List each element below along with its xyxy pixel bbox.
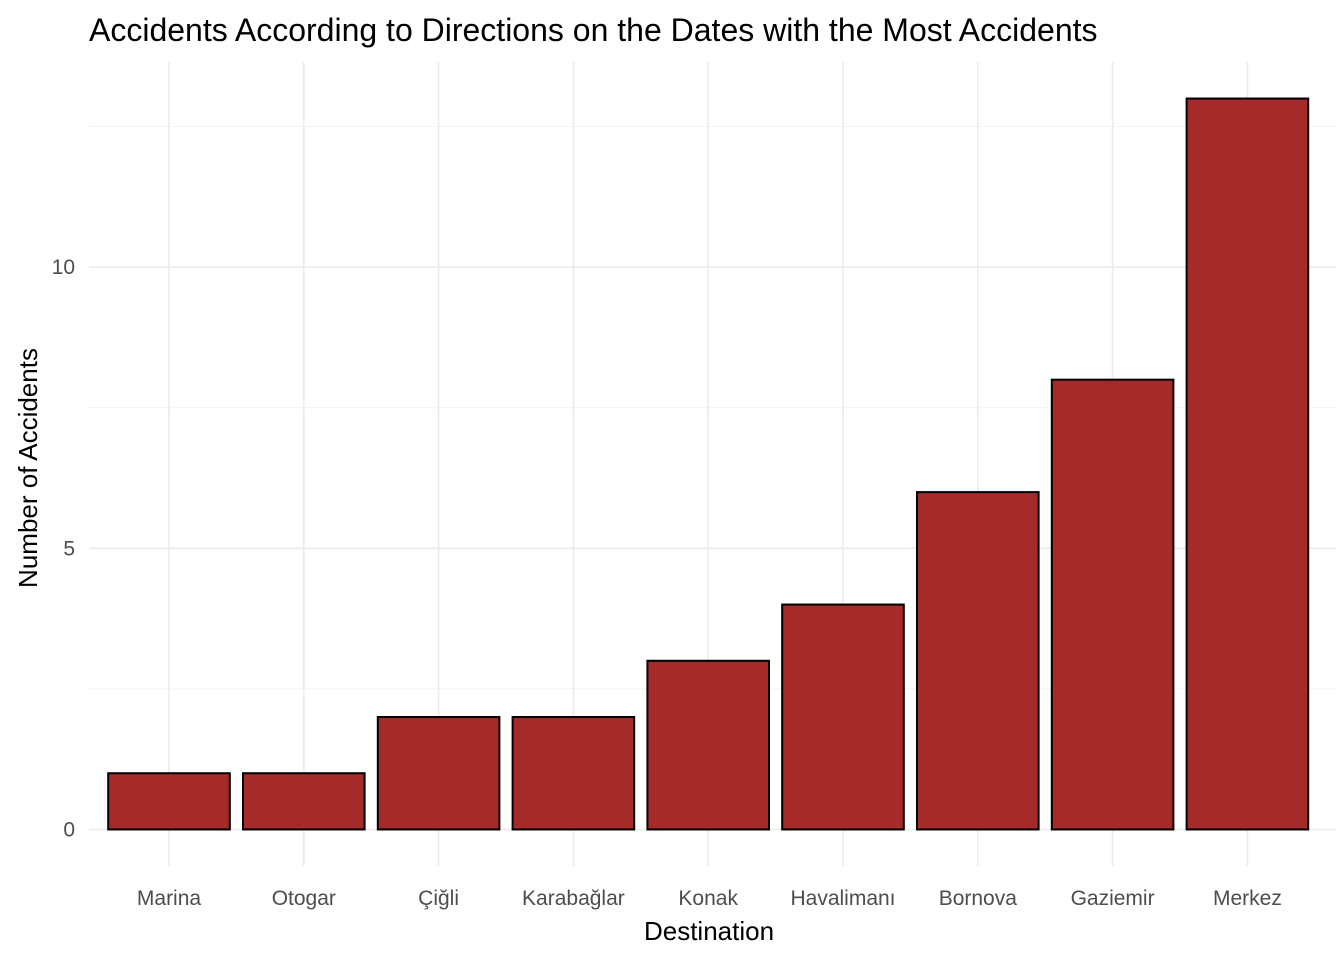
y-tick-label: 5 <box>63 537 75 560</box>
bar-marina <box>107 772 231 831</box>
y-tick-labels: 0 5 10 <box>52 256 75 841</box>
x-tick-label: Konak <box>678 887 738 910</box>
bar-otogar <box>242 772 366 831</box>
bar-gaziemir <box>1050 378 1175 831</box>
x-tick-label: Bornova <box>939 887 1018 910</box>
x-axis-title: Destination <box>644 916 774 946</box>
bar-bornova <box>916 491 1040 831</box>
chart-title: Accidents According to Directions on the… <box>89 12 1098 48</box>
y-tick-label: 0 <box>63 818 75 841</box>
x-tick-label: Karabağlar <box>522 887 625 910</box>
bars <box>107 97 1310 831</box>
x-tick-label: Çiğli <box>418 887 459 910</box>
bar-havalimanı <box>781 603 905 831</box>
x-tick-label: Havalimanı <box>790 887 895 910</box>
bar-çiğli <box>376 716 501 831</box>
x-tick-label: Gaziemir <box>1071 887 1155 910</box>
bar-karabağlar <box>511 716 636 831</box>
x-tick-label: Merkez <box>1213 887 1282 910</box>
bar-merkez <box>1185 97 1310 831</box>
x-tick-label: Marina <box>137 887 202 910</box>
x-tick-label: Otogar <box>272 887 336 910</box>
y-axis-title: Number of Accidents <box>13 348 43 588</box>
bar-konak <box>646 659 771 831</box>
x-tick-labels: Marina Otogar Çiğli Karabağlar Konak Havalima… <box>137 887 1282 910</box>
y-tick-label: 10 <box>52 256 75 279</box>
